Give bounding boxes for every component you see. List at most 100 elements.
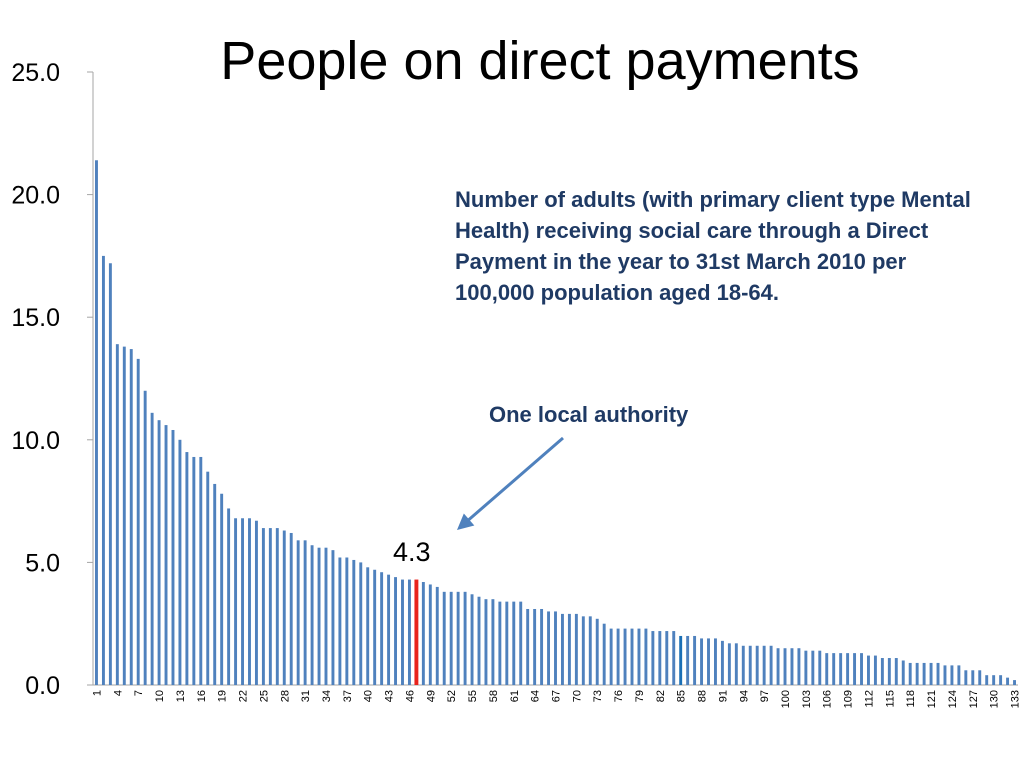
bar: [762, 645, 766, 685]
bar: [526, 608, 530, 685]
bar: [220, 493, 224, 685]
x-tick-label: 79: [634, 690, 646, 702]
bar: [839, 653, 843, 685]
bar: [567, 613, 571, 685]
x-tick-label: 55: [467, 690, 479, 702]
bar: [150, 412, 154, 685]
bar: [672, 631, 676, 685]
bar: [498, 601, 502, 685]
bar: [922, 662, 926, 685]
bar: [491, 599, 495, 685]
x-tick-label: 34: [321, 690, 333, 702]
bar: [95, 160, 98, 686]
x-tick-label: 109: [843, 690, 855, 708]
x-axis: 1 4 7 10 13 16 19 22 25 28 31 34 37 40 43 46 49 52 55 58 61 6…: [91, 684, 1022, 708]
bar: [971, 670, 975, 685]
y-tick-label: 0.0: [25, 672, 60, 700]
bar: [234, 518, 238, 685]
bar: [463, 591, 467, 685]
x-tick-label: 70: [571, 690, 583, 702]
bar: [108, 263, 112, 685]
bar: [359, 562, 363, 685]
bar: [449, 591, 453, 685]
bar: [289, 532, 293, 685]
bar: [609, 628, 613, 685]
bar: [693, 635, 697, 685]
x-tick-label: 133: [1010, 690, 1022, 708]
bar: [143, 390, 147, 685]
x-tick-label: 25: [258, 690, 270, 702]
bar: [540, 608, 544, 685]
bars: [95, 160, 1016, 686]
bar: [401, 579, 404, 685]
bar: [574, 613, 578, 685]
bar: [547, 611, 551, 685]
x-tick-label: 106: [822, 690, 834, 708]
bar: [804, 650, 808, 685]
bar: [519, 601, 523, 685]
bar: [331, 550, 335, 685]
y-tick-label: 10.0: [11, 427, 60, 455]
bar: [957, 665, 961, 685]
x-tick-label: 4: [112, 690, 124, 696]
highlight-value-label: 4.3: [393, 537, 431, 567]
bar: [846, 653, 850, 685]
bar: [714, 638, 717, 685]
callout-label: One local authority: [489, 402, 689, 427]
x-tick-label: 7: [133, 690, 145, 696]
bar: [345, 557, 349, 685]
bar: [136, 358, 140, 685]
x-tick-label: 127: [968, 690, 980, 708]
bar: [964, 670, 968, 685]
bar: [832, 653, 836, 685]
bar: [748, 645, 752, 685]
bar: [985, 675, 989, 685]
bar: [101, 255, 105, 685]
bar: [380, 572, 384, 685]
chart-title: People on direct payments: [220, 31, 860, 91]
bar: [241, 518, 244, 685]
bar: [825, 653, 829, 685]
bar: [171, 429, 175, 685]
bar: [275, 528, 279, 685]
bar: [901, 660, 905, 685]
bar: [470, 594, 474, 685]
x-tick-label: 19: [217, 690, 229, 702]
callout-arrow: [457, 436, 564, 530]
bar: [373, 569, 377, 685]
bar: [157, 420, 161, 685]
bar: [442, 591, 446, 685]
bar: [581, 616, 585, 685]
bar: [686, 635, 690, 685]
x-tick-label: 46: [404, 690, 416, 702]
x-tick-label: 49: [425, 690, 437, 702]
bar: [894, 658, 898, 685]
bar: [700, 638, 704, 685]
bar: [227, 508, 231, 685]
callout-arrow-head: [457, 513, 475, 530]
bar: [776, 648, 780, 685]
bar: [199, 456, 203, 685]
x-tick-label: 40: [363, 690, 375, 702]
bar: [943, 665, 947, 685]
bar: [164, 425, 168, 685]
x-tick-label: 103: [801, 690, 813, 708]
x-tick-label: 76: [613, 690, 625, 702]
y-tick-label: 5.0: [25, 549, 60, 577]
bar: [560, 613, 564, 685]
x-tick-label: 67: [551, 690, 563, 702]
y-axis: 0.0 5.0 10.0 15.0 20.0 25.0: [11, 59, 94, 700]
bar: [880, 658, 884, 685]
bar: [387, 574, 391, 685]
bar: [296, 540, 300, 685]
bar: [254, 520, 258, 685]
bar: [512, 601, 516, 685]
x-tick-label: 31: [300, 690, 312, 702]
bar: [129, 349, 133, 685]
bar: [797, 648, 801, 685]
bar: [623, 628, 627, 685]
bar: [338, 557, 342, 685]
bar: [707, 638, 710, 685]
bar: [867, 655, 870, 685]
x-tick-label: 1: [91, 690, 103, 696]
